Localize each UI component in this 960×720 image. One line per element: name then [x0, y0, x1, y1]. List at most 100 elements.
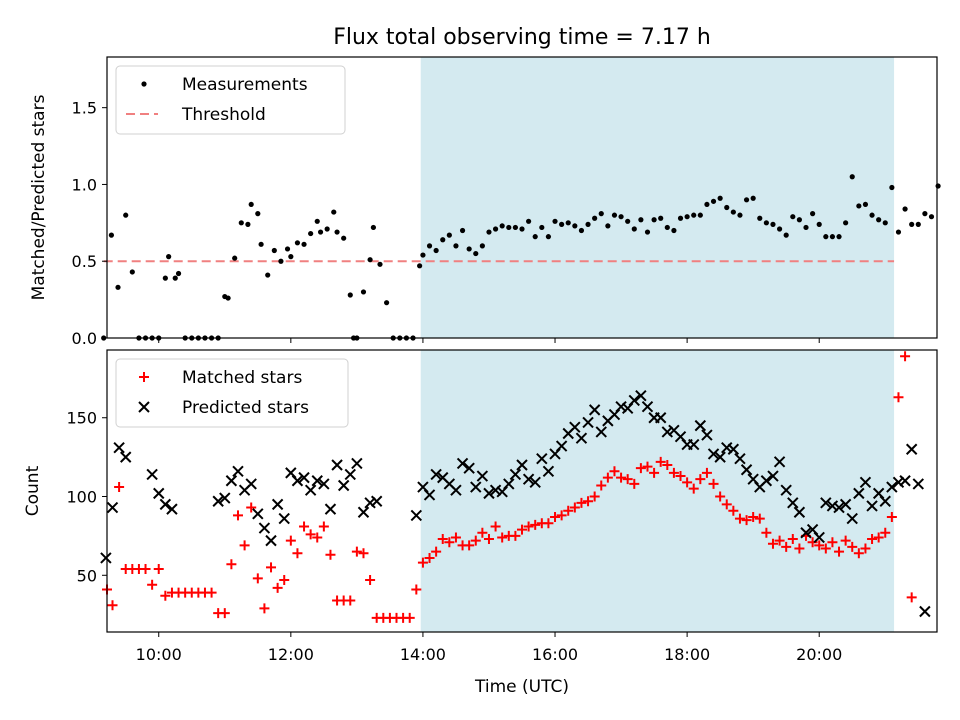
measurement-point	[856, 203, 862, 209]
predicted-star-point	[654, 412, 667, 424]
x-tick-label: 10:00	[136, 645, 182, 664]
matched-star-point	[794, 543, 805, 554]
predicted-star-point	[899, 475, 911, 487]
matched-star-point	[232, 510, 243, 521]
measurement-point	[697, 212, 703, 218]
matched-star-point	[305, 529, 316, 540]
predicted-star-point	[516, 459, 528, 471]
matched-star-point	[252, 573, 263, 584]
matched-star-point	[728, 505, 739, 516]
predicted-star-point	[694, 419, 707, 432]
legend-box	[115, 358, 349, 428]
predicted-star-point	[839, 498, 852, 511]
matched-star-point	[510, 530, 521, 541]
predicted-star-point	[509, 468, 522, 481]
matched-star-point	[160, 590, 171, 601]
x-tick-label: 18:00	[664, 645, 710, 664]
matched-star-point	[497, 532, 508, 543]
measurement-point	[426, 243, 433, 249]
measurement-point	[889, 184, 895, 191]
matched-star-point	[523, 521, 534, 532]
matched-star-point	[715, 491, 726, 502]
measurement-point	[671, 227, 677, 234]
observing-interval-shade	[420, 350, 895, 632]
measurement-point	[691, 212, 697, 218]
measurement-point	[519, 226, 525, 232]
measurement-point	[724, 204, 730, 211]
measurement-point	[578, 227, 585, 234]
matched-star-point	[682, 477, 693, 488]
predicted-star-point	[344, 468, 356, 481]
x-axis-label: Time (UTC)	[474, 677, 569, 697]
axes-frame	[106, 56, 938, 339]
measurement-point	[598, 211, 604, 217]
matched-star-point	[490, 521, 501, 532]
measurement-point	[559, 221, 565, 227]
measurement-point	[572, 223, 578, 229]
matched-star-point	[642, 461, 653, 472]
predicted-star-point	[245, 478, 257, 490]
matched-star-point	[569, 502, 580, 513]
measurement-point	[284, 246, 291, 252]
predicted-star-point	[866, 500, 878, 512]
measurement-point	[258, 241, 264, 247]
measurement-point	[512, 224, 518, 231]
predicted-star-point	[879, 495, 891, 507]
matched-star-point	[602, 472, 613, 483]
predicted-star-point	[483, 487, 495, 500]
y-axis-label: Matched/Predicted stars	[29, 94, 49, 300]
measurement-point	[317, 229, 324, 235]
matched-star-point	[272, 582, 283, 593]
measurement-point	[816, 221, 822, 227]
y-tick-label: 50	[77, 566, 97, 585]
legend-marker	[139, 372, 149, 382]
matched-star-point	[404, 612, 415, 623]
measurement-point	[539, 224, 545, 231]
matched-star-point	[583, 496, 594, 507]
measurement-point	[717, 195, 723, 201]
measurement-point	[446, 232, 452, 238]
measurement-point	[750, 195, 756, 201]
measurement-point	[611, 212, 618, 218]
matched-star-point	[470, 535, 481, 546]
matched-star-point	[279, 575, 290, 586]
predicted-star-point	[265, 534, 277, 547]
measurement-point	[308, 230, 314, 237]
predicted-star-point	[120, 451, 132, 463]
legend: Measurements Threshold	[115, 65, 346, 135]
matched-star-point	[517, 524, 527, 535]
measurement-point	[377, 261, 383, 267]
matched-star-point	[431, 546, 442, 557]
predicted-star-point	[430, 468, 442, 481]
matched-star-point	[444, 537, 455, 548]
measurement-point	[704, 201, 710, 208]
x-tick-label: 16:00	[532, 645, 578, 664]
matched-star-point	[853, 548, 864, 559]
x-tick-label: 12:00	[268, 645, 314, 664]
predicted-star-point	[740, 464, 753, 476]
matched-star-point	[767, 538, 778, 549]
matched-star-point	[477, 527, 488, 538]
matched-star-point	[246, 502, 257, 513]
matched-star-point	[662, 460, 673, 471]
measurement-point	[433, 247, 439, 254]
measurement-point	[710, 198, 717, 204]
measurement-point	[162, 275, 168, 281]
matched-star-point	[701, 467, 712, 478]
measurement-point	[314, 218, 320, 224]
y-axis-label: Count	[23, 465, 43, 516]
measurement-point	[644, 229, 651, 235]
measurement-point	[341, 235, 347, 241]
predicted-star-point	[780, 484, 792, 496]
predicted-star-point	[820, 497, 832, 509]
measurement-point	[730, 209, 736, 215]
matched-star-point	[688, 483, 699, 494]
measurement-point	[245, 221, 251, 227]
matched-star-point	[900, 351, 911, 362]
predicted-star-point	[859, 476, 872, 489]
matched-star-point	[450, 532, 461, 543]
measurement-point	[565, 220, 571, 226]
measurement-point	[651, 217, 657, 223]
predicted-star-point	[727, 443, 740, 455]
